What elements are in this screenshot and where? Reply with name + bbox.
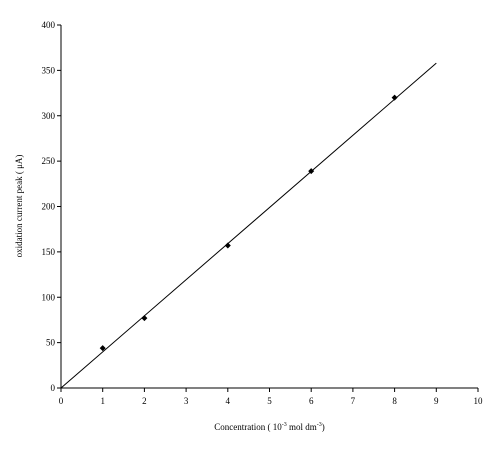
y-axis-title: oxidation current peak ( μA) — [14, 155, 24, 258]
superscript: -3 — [282, 422, 287, 428]
data-point — [391, 94, 398, 101]
x-tick-label: 8 — [392, 396, 397, 406]
x-tick-label: 3 — [184, 396, 189, 406]
x-axis-title-part: ) — [322, 422, 325, 432]
x-tick-label: 4 — [226, 396, 231, 406]
x-tick-label: 2 — [142, 396, 147, 406]
y-tick-label: 50 — [46, 338, 56, 348]
fit-line — [60, 62, 437, 389]
y-tick-label: 200 — [42, 202, 56, 212]
x-tick-label: 10 — [474, 396, 484, 406]
y-tick-label: 250 — [42, 156, 56, 166]
x-tick-label: 7 — [351, 396, 356, 406]
x-axis-title-part: mol dm — [287, 422, 317, 432]
x-tick-label: 1 — [100, 396, 105, 406]
x-tick-label: 9 — [434, 396, 439, 406]
data-point — [308, 168, 315, 175]
y-tick-label: 350 — [42, 65, 56, 75]
y-tick-label: 150 — [42, 247, 56, 257]
x-tick-label: 6 — [309, 396, 314, 406]
superscript: -3 — [317, 422, 322, 428]
y-tick-label: 300 — [42, 111, 56, 121]
data-point — [141, 315, 148, 322]
x-tick-label: 0 — [59, 396, 64, 406]
x-axis-title-part: Concentration ( 10 — [214, 422, 282, 432]
y-tick-label: 0 — [51, 383, 56, 393]
y-tick-label: 400 — [42, 20, 56, 30]
y-tick-label: 100 — [42, 292, 56, 302]
data-point — [224, 242, 231, 249]
x-tick-label: 5 — [267, 396, 272, 406]
x-axis-title: Concentration ( 10-3 mol dm-3) — [214, 422, 325, 432]
data-point — [99, 345, 106, 352]
